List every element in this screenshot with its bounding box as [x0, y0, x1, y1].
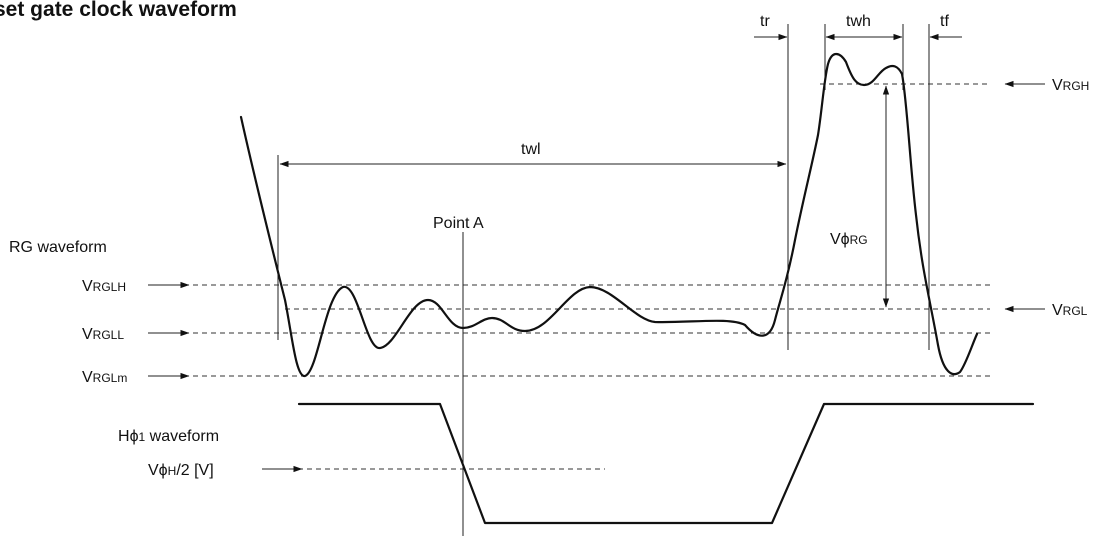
vrgl-label: VRGL: [1052, 302, 1088, 319]
rg-waveform-title: RG waveform: [9, 239, 107, 256]
diagram-title: set gate clock waveform: [0, 0, 237, 21]
vrgll-label: VRGLL: [82, 326, 124, 343]
tf-label: tf: [940, 13, 949, 30]
twl-label: twl: [521, 141, 541, 158]
h1-waveform-trace: [297, 402, 1035, 525]
vphi-h-half-label: VϕH/2 [V]: [148, 462, 214, 479]
twh-label: twh: [846, 13, 871, 30]
rg-waveform-trace: [239, 52, 979, 378]
vphi-rg-label: VϕRG: [830, 231, 868, 248]
vrglh-label: VRGLH: [82, 278, 126, 295]
vrgh-label: VRGH: [1052, 77, 1089, 94]
vrglm-label: VRGLm: [82, 369, 127, 386]
point-a-label: Point A: [433, 215, 484, 232]
h1-waveform-title: Hϕ1 waveform: [118, 428, 219, 445]
tr-label: tr: [760, 13, 770, 30]
